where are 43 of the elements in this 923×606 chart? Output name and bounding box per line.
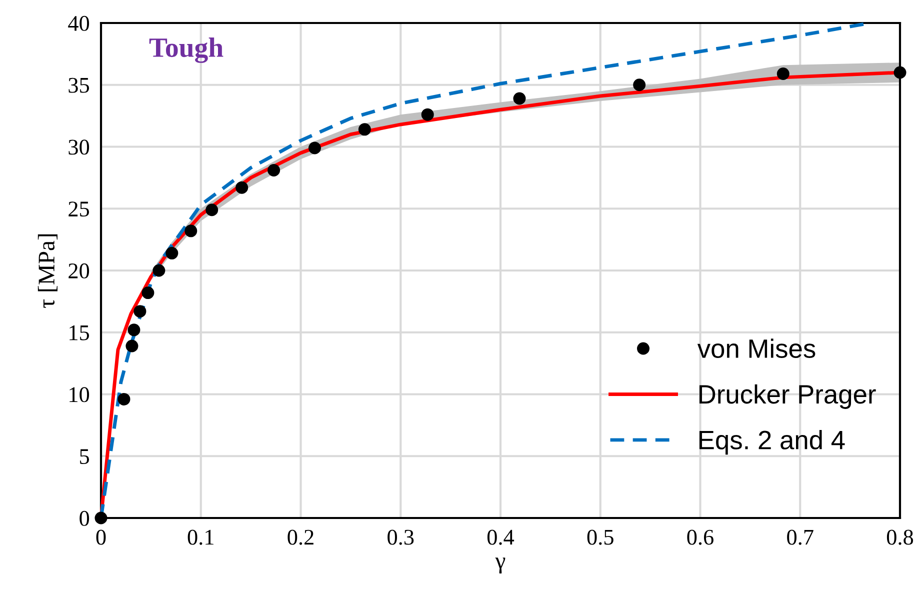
x-tick-label: 0.4 — [487, 530, 514, 545]
annotation: Tough — [149, 38, 224, 63]
y-tick-label: 20 — [68, 263, 90, 278]
point — [206, 204, 218, 216]
x-tick-label: 0.2 — [288, 530, 314, 545]
y-tick-label: 30 — [68, 140, 90, 155]
x-tick-label: 0.5 — [587, 530, 614, 545]
point — [308, 142, 321, 154]
x-tick-label: 0.1 — [188, 530, 214, 545]
point — [166, 246, 178, 260]
point — [236, 181, 248, 194]
y-tick-label: 40 — [68, 16, 90, 31]
legend-label: von Mises — [697, 338, 816, 358]
point — [894, 66, 906, 79]
y-tick-label: 35 — [68, 78, 90, 93]
x-axis-title: γ — [495, 558, 506, 574]
point — [421, 108, 434, 121]
x-tick-label: 0.6 — [687, 530, 714, 545]
point — [513, 92, 526, 105]
point — [126, 340, 138, 352]
point — [776, 67, 790, 80]
point — [142, 286, 154, 300]
y-tick-label: 5 — [80, 449, 90, 464]
x-tick-label: 0.7 — [787, 530, 814, 545]
y-tick-label: 0 — [80, 510, 90, 526]
y-axis-title: τ [MPa] — [38, 234, 58, 308]
y-tick-label: 10 — [70, 387, 90, 402]
point — [184, 224, 198, 238]
point — [358, 123, 371, 136]
point — [152, 264, 166, 277]
legend-label: Eqs. 2 and 4 — [700, 430, 845, 455]
point — [118, 392, 130, 406]
x-tick-label: 0.3 — [388, 530, 414, 545]
y-tick-label: 25 — [68, 202, 90, 217]
x-tick-label: 0.8 — [886, 530, 914, 545]
point — [94, 512, 108, 524]
point — [128, 324, 140, 336]
x-tick-label: 0 — [96, 530, 106, 545]
point — [268, 164, 280, 177]
point — [633, 78, 646, 92]
point — [134, 305, 146, 318]
legend-label: Drucker Prager — [700, 384, 876, 409]
y-tick-label: 15 — [70, 325, 90, 340]
